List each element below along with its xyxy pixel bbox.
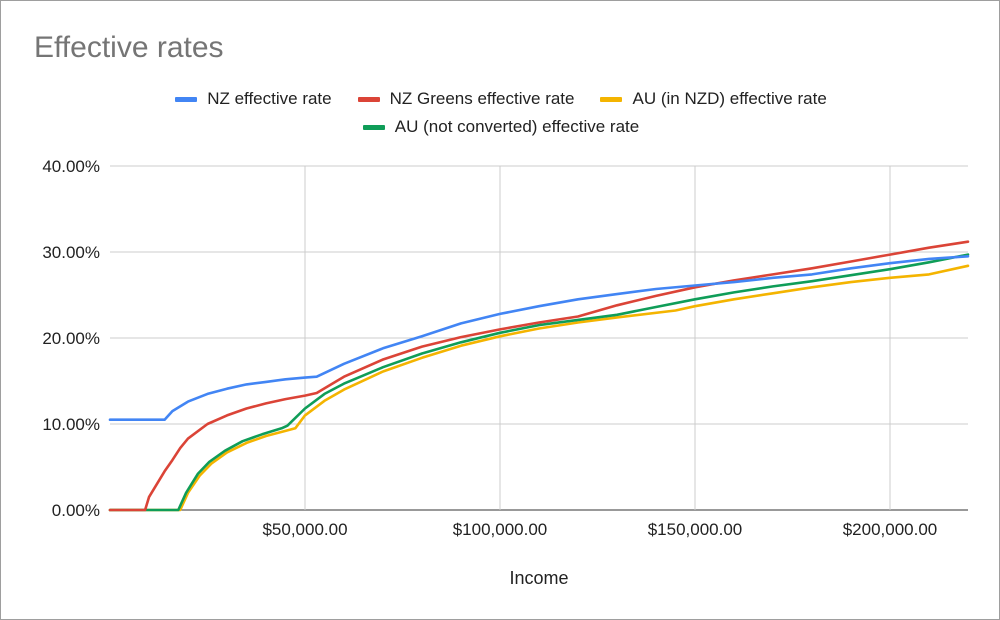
grid — [110, 165, 968, 511]
legend-swatch-nz-greens — [357, 96, 380, 102]
series-line-2[interactable] — [108, 264, 970, 512]
legend-label-nz-greens: NZ Greens effective rate — [389, 89, 575, 108]
x-tick-label: $200,000.00 — [843, 520, 938, 539]
legend-swatch-au-not-converted — [362, 124, 385, 130]
legend-item-nz[interactable]: NZ effective rate — [175, 89, 332, 109]
legend-row-2: AU (not converted) effective rate — [1, 117, 1000, 137]
legend-label-au-not-converted: AU (not converted) effective rate — [394, 117, 640, 136]
chart-title: Effective rates — [34, 31, 224, 64]
x-tick-label: $150,000.00 — [648, 520, 743, 539]
legend-item-au-not-converted[interactable]: AU (not converted) effective rate — [362, 117, 640, 137]
y-tick-label: 20.00% — [42, 329, 100, 348]
y-tick-label: 10.00% — [42, 415, 100, 434]
legend-item-au-nzd[interactable]: AU (in NZD) effective rate — [600, 89, 827, 109]
x-tick-label: $50,000.00 — [262, 520, 347, 539]
legend-label-au-nzd: AU (in NZD) effective rate — [632, 89, 827, 108]
x-axis-title: Income — [509, 568, 568, 588]
y-tick-label: 30.00% — [42, 243, 100, 262]
series-lines — [108, 240, 970, 512]
y-tick-label: 0.00% — [52, 501, 100, 520]
legend-item-nz-greens[interactable]: NZ Greens effective rate — [357, 89, 575, 109]
tick-labels: 0.00% 10.00% 20.00% 30.00% 40.00% $50,000.00 $… — [42, 157, 937, 539]
y-tick-label: 40.00% — [42, 157, 100, 176]
series-line-0[interactable] — [108, 255, 970, 421]
x-tick-label: $100,000.00 — [453, 520, 548, 539]
series-line-3[interactable] — [108, 253, 970, 512]
legend-swatch-nz — [175, 96, 198, 102]
legend-swatch-au-nzd — [600, 96, 623, 102]
legend-label-nz: NZ effective rate — [207, 89, 332, 108]
legend-row-1: NZ effective rate NZ Greens effective ra… — [1, 89, 1000, 109]
series-line-1[interactable] — [108, 240, 970, 512]
